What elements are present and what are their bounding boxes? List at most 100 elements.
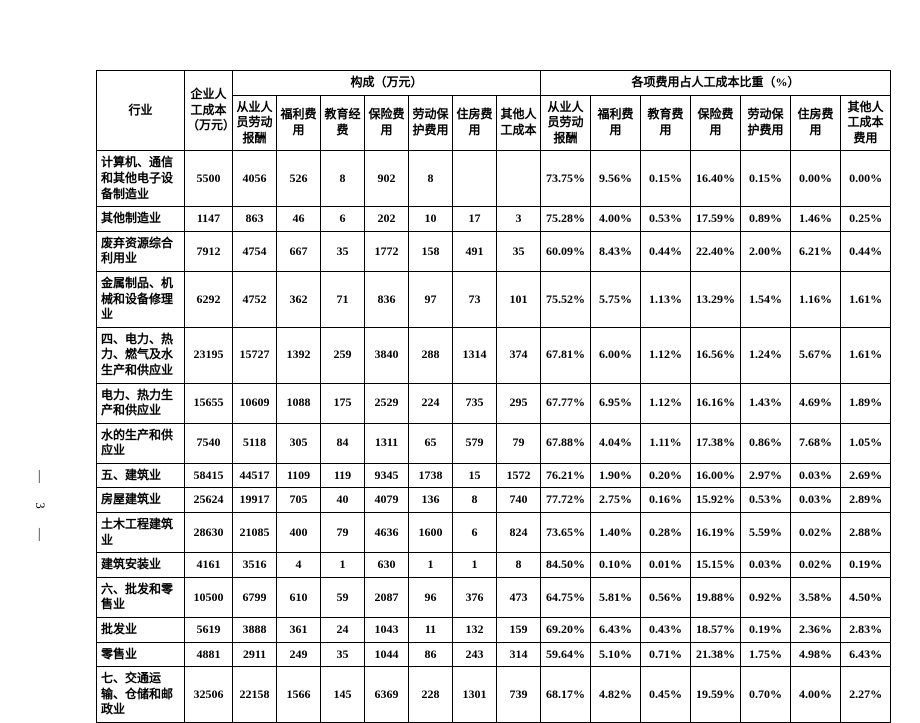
cell-total: 6292 — [185, 271, 233, 327]
cell-comp: 1 — [453, 553, 497, 578]
cell-pct: 0.16% — [641, 488, 691, 513]
cell-comp: 3 — [497, 207, 541, 232]
cell-pct: 2.88% — [841, 513, 891, 553]
cell-comp: 863 — [233, 207, 277, 232]
cell-comp: 249 — [277, 642, 321, 667]
cell-industry: 建筑安装业 — [97, 553, 185, 578]
header-pct-other: 其他人工成本费用 — [841, 95, 891, 151]
cell-pct: 0.03% — [791, 488, 841, 513]
cell-comp: 288 — [409, 327, 453, 383]
cell-pct: 0.89% — [741, 207, 791, 232]
cell-comp: 6369 — [365, 667, 409, 723]
cell-total: 15655 — [185, 383, 233, 423]
cell-comp: 740 — [497, 488, 541, 513]
cell-pct: 1.90% — [591, 463, 641, 488]
header-pct-welfare: 福利费用 — [591, 95, 641, 151]
cell-comp: 132 — [453, 618, 497, 643]
cell-comp: 4636 — [365, 513, 409, 553]
cell-pct: 0.10% — [591, 553, 641, 578]
cell-comp: 145 — [321, 667, 365, 723]
header-composition-group: 构成（万元） — [233, 71, 541, 96]
cell-pct: 2.97% — [741, 463, 791, 488]
cell-comp: 1314 — [453, 327, 497, 383]
cell-industry: 土木工程建筑业 — [97, 513, 185, 553]
cell-pct: 1.61% — [841, 327, 891, 383]
cell-pct: 60.09% — [541, 231, 591, 271]
cell-total: 7540 — [185, 423, 233, 463]
cell-pct: 2.69% — [841, 463, 891, 488]
cell-comp: 361 — [277, 618, 321, 643]
cell-comp: 1109 — [277, 463, 321, 488]
cell-total: 28630 — [185, 513, 233, 553]
cell-total: 4161 — [185, 553, 233, 578]
cell-pct: 0.43% — [641, 618, 691, 643]
cell-comp: 84 — [321, 423, 365, 463]
cell-pct: 0.86% — [741, 423, 791, 463]
cell-pct: 6.95% — [591, 383, 641, 423]
cell-pct: 4.69% — [791, 383, 841, 423]
table-row: 土木工程建筑业28630210854007946361600682473.65%… — [97, 513, 891, 553]
cell-pct: 59.64% — [541, 642, 591, 667]
cell-pct: 73.75% — [541, 151, 591, 207]
cell-pct: 6.00% — [591, 327, 641, 383]
cell-pct: 1.43% — [741, 383, 791, 423]
cell-pct: 16.56% — [691, 327, 741, 383]
cell-pct: 84.50% — [541, 553, 591, 578]
cell-pct: 5.10% — [591, 642, 641, 667]
cell-pct: 1.12% — [641, 327, 691, 383]
cell-pct: 0.45% — [641, 667, 691, 723]
table-row: 七、交通运输、仓储和邮政业325062215815661456369228130… — [97, 667, 891, 723]
header-comp-other: 其他人工成本 — [497, 95, 541, 151]
cell-comp: 96 — [409, 577, 453, 617]
cell-pct: 2.83% — [841, 618, 891, 643]
cell-comp: 73 — [453, 271, 497, 327]
cell-industry: 房屋建筑业 — [97, 488, 185, 513]
cell-comp: 1566 — [277, 667, 321, 723]
cell-total: 10500 — [185, 577, 233, 617]
cell-pct: 67.88% — [541, 423, 591, 463]
cell-pct: 0.56% — [641, 577, 691, 617]
table-row: 金属制品、机械和设备修理业6292475236271836977310175.5… — [97, 271, 891, 327]
cell-comp: 705 — [277, 488, 321, 513]
cell-pct: 1.13% — [641, 271, 691, 327]
cell-industry: 电力、热力生产和供应业 — [97, 383, 185, 423]
cell-comp: 1 — [409, 553, 453, 578]
table-row: 五、建筑业584154451711091199345173815157276.2… — [97, 463, 891, 488]
cell-comp: 491 — [453, 231, 497, 271]
table-row: 四、电力、热力、燃气及水生产和供应业2319515727139225938402… — [97, 327, 891, 383]
cell-pct: 67.81% — [541, 327, 591, 383]
header-pct-labor-pay: 从业人员劳动报酬 — [541, 95, 591, 151]
header-comp-insurance: 保险费用 — [365, 95, 409, 151]
cell-pct: 19.59% — [691, 667, 741, 723]
cell-comp: 473 — [497, 577, 541, 617]
cell-comp: 65 — [409, 423, 453, 463]
cell-comp: 119 — [321, 463, 365, 488]
cell-total: 1147 — [185, 207, 233, 232]
cell-total: 23195 — [185, 327, 233, 383]
cell-pct: 17.59% — [691, 207, 741, 232]
cell-comp: 735 — [453, 383, 497, 423]
cell-pct: 6.21% — [791, 231, 841, 271]
cell-comp: 46 — [277, 207, 321, 232]
cell-comp: 2087 — [365, 577, 409, 617]
cell-comp: 15 — [453, 463, 497, 488]
cell-comp: 2911 — [233, 642, 277, 667]
header-industry: 行业 — [97, 71, 185, 151]
cell-total: 5619 — [185, 618, 233, 643]
cell-pct: 7.68% — [791, 423, 841, 463]
cell-pct: 2.00% — [741, 231, 791, 271]
cell-pct: 0.00% — [841, 151, 891, 207]
cell-pct: 0.15% — [641, 151, 691, 207]
cell-pct: 8.43% — [591, 231, 641, 271]
cell-pct: 2.75% — [591, 488, 641, 513]
labor-cost-table: 行业 企业人工成本（万元） 构成（万元） 各项费用占人工成本比重（%） 从业人员… — [96, 70, 891, 723]
cell-total: 32506 — [185, 667, 233, 723]
cell-comp: 314 — [497, 642, 541, 667]
cell-pct: 1.89% — [841, 383, 891, 423]
cell-pct: 4.00% — [791, 667, 841, 723]
cell-pct: 0.15% — [741, 151, 791, 207]
header-pct-insurance: 保险费用 — [691, 95, 741, 151]
cell-pct: 0.02% — [791, 513, 841, 553]
cell-pct: 15.92% — [691, 488, 741, 513]
cell-comp: 1 — [321, 553, 365, 578]
